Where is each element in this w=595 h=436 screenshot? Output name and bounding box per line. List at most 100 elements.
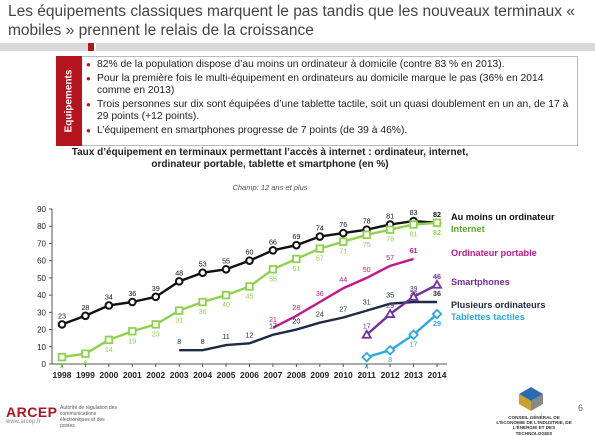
data-label: 4: [365, 362, 369, 371]
data-label: 12: [246, 330, 254, 339]
bar-segment-grey-right: [96, 43, 595, 51]
data-point: [198, 297, 207, 307]
data-label: 82: [433, 228, 441, 237]
title-underline-bar: [0, 43, 595, 51]
data-point: [432, 218, 442, 227]
data-label: 66: [269, 237, 277, 246]
data-point: [292, 240, 301, 250]
data-point: [57, 320, 67, 329]
y-tick-label: 40: [37, 291, 46, 300]
series-name-label: Internet: [451, 224, 485, 234]
x-tick-label: 2008: [287, 370, 306, 380]
data-point: [315, 244, 325, 253]
x-tick-label: 2002: [146, 370, 165, 380]
data-point: [408, 329, 420, 341]
data-label: 76: [339, 220, 347, 229]
x-tick-label: 2003: [170, 370, 189, 380]
data-point: [361, 351, 373, 363]
x-tick-label: 2001: [123, 370, 142, 380]
data-label: 50: [363, 265, 371, 274]
data-label: 57: [386, 253, 394, 262]
series-name-label: Plusieurs ordinateurs: [451, 300, 545, 310]
arcep-url: www.arcep.fr: [6, 419, 41, 425]
x-tick-label: 2009: [310, 370, 329, 380]
y-tick-label: 80: [37, 222, 46, 231]
x-tick-label: 2013: [404, 370, 423, 380]
side-label-bar: Equipements: [56, 56, 82, 146]
data-point: [151, 320, 160, 329]
data-point: [362, 230, 371, 240]
bar-segment-red: [88, 43, 94, 51]
x-tick-label: 2007: [263, 370, 282, 380]
x-tick-label: 2006: [240, 370, 259, 380]
data-point: [384, 308, 396, 318]
data-label: 17: [269, 322, 277, 331]
data-label: 11: [222, 332, 229, 341]
y-tick-label: 0: [42, 360, 47, 369]
chart-title: Taux d’équipement en terminaux permettan…: [71, 147, 469, 170]
series-line: [272, 257, 414, 329]
series-name-label: Ordinateur portable: [451, 248, 537, 258]
data-label: 6: [83, 359, 87, 368]
y-tick-label: 90: [37, 205, 46, 214]
data-label: 69: [292, 232, 300, 241]
data-label: 53: [199, 260, 207, 269]
data-label: 28: [292, 303, 300, 312]
data-label: 29: [433, 319, 441, 328]
data-label: 78: [363, 217, 371, 226]
data-label: 60: [246, 248, 254, 257]
data-point: [57, 352, 67, 362]
data-point: [409, 220, 418, 229]
bullet-list: 82% de la population dispose d’au moins …: [86, 59, 570, 139]
data-label: 23: [58, 311, 66, 320]
data-point: [338, 228, 348, 238]
series-line: [365, 283, 438, 336]
data-label: 78: [386, 235, 394, 244]
data-point: [221, 290, 231, 300]
data-point: [268, 246, 278, 255]
data-label: 61: [292, 264, 300, 273]
data-label: 46: [433, 272, 441, 281]
x-tick-label: 2011: [357, 370, 376, 380]
data-point: [104, 301, 114, 310]
data-point: [104, 335, 114, 345]
data-label: 81: [410, 230, 418, 239]
data-point: [174, 306, 184, 315]
data-point: [384, 344, 396, 356]
data-point: [292, 254, 301, 264]
y-tick-label: 20: [37, 326, 46, 335]
data-label: 28: [81, 303, 89, 312]
x-tick-label: 2010: [334, 370, 353, 380]
y-tick-label: 50: [37, 274, 46, 283]
data-label: 23: [152, 329, 160, 338]
data-label: 75: [363, 240, 371, 249]
data-point: [81, 349, 90, 358]
data-label: 8: [177, 337, 181, 346]
data-label: 81: [386, 212, 394, 221]
data-point: [151, 292, 161, 302]
x-tick-label: 2012: [381, 370, 400, 380]
data-point: [315, 232, 325, 241]
y-tick-label: 60: [37, 257, 46, 266]
data-point: [361, 328, 373, 339]
data-label: 8: [388, 355, 392, 364]
data-point: [198, 268, 207, 278]
data-label: 17: [363, 322, 371, 331]
data-point: [385, 225, 395, 234]
data-point: [408, 291, 420, 301]
data-label: 34: [105, 292, 113, 301]
bullet-item: L’équipement en smartphones progresse de…: [86, 125, 570, 138]
data-label: 74: [316, 224, 324, 233]
data-label: 36: [128, 289, 136, 298]
data-label: 44: [339, 275, 347, 284]
data-label: 55: [269, 274, 277, 283]
arcep-logo: ARCEP: [6, 404, 58, 420]
series-name-label: Tablettes tactiles: [451, 312, 525, 322]
data-point: [431, 278, 443, 289]
data-point: [81, 311, 90, 321]
data-label: 39: [152, 284, 160, 293]
x-tick-label: 2004: [193, 370, 212, 380]
y-tick-label: 10: [37, 343, 46, 352]
slide-title: Les équipements classiques marquent le p…: [8, 3, 575, 39]
